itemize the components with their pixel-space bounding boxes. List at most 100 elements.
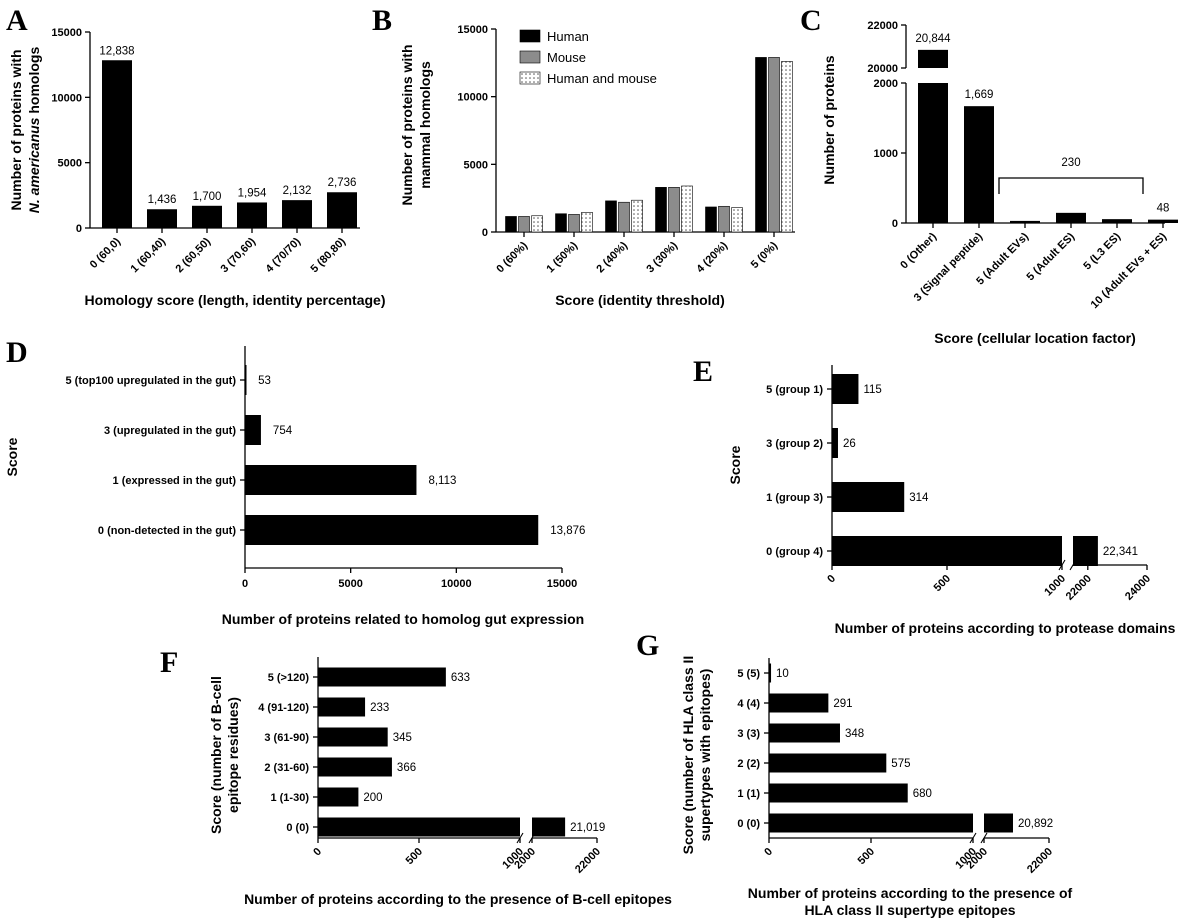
y-axis-title: N. americanus homologs [26, 47, 42, 214]
bar-human-2-40 [605, 200, 617, 233]
data-label: 8,113 [428, 475, 456, 487]
bar-human-and-mouse-5-0 [781, 61, 793, 233]
x-axis-title: Number of proteins according to protease… [835, 620, 1176, 636]
data-label: 21,019 [570, 822, 605, 834]
data-label: 22,341 [1103, 546, 1138, 558]
y-tick-label: 15000 [457, 24, 488, 36]
y-tick-label: 0 [76, 223, 82, 235]
bar-5-120 [318, 667, 446, 687]
bar-0-other-lower [918, 83, 948, 223]
y-axis-title: Number of proteins [821, 55, 837, 184]
bar-1-expressed-in-the-gut [245, 465, 417, 495]
y-tick-label: 5000 [58, 158, 82, 170]
bar-3-61-90 [318, 727, 388, 747]
bar-human-and-mouse-0-60 [531, 215, 543, 233]
bar-mouse-3-30 [668, 187, 680, 233]
data-label: 348 [845, 728, 864, 740]
x-axis-title: Score (identity threshold) [555, 292, 725, 308]
panel-letter-c: C [800, 4, 822, 37]
x-axis-title: Score (cellular location factor) [934, 330, 1136, 346]
panel-letter-b: B [372, 4, 392, 37]
bar-5-adult-evs [1010, 220, 1040, 223]
bar-4-4 [769, 693, 829, 713]
x-axis-title: HLA class II supertype epitopes [804, 902, 1015, 918]
bar-0-group-4-upper [1073, 536, 1098, 566]
x-tick-label: 22000 [573, 846, 603, 876]
bar-human-3-30 [655, 187, 667, 233]
bar-0-60-0 [102, 60, 132, 228]
bar-0-other-upper [918, 49, 948, 68]
bar-5-l3-es [1102, 219, 1132, 223]
legend-label: Human [547, 29, 589, 44]
x-tick-label: 4 (20%) [694, 239, 730, 275]
y-tick-label: 0 (group 4) [766, 546, 823, 558]
y-tick-label: 5 (top100 upregulated in the gut) [65, 375, 236, 387]
y-tick-label: 5 (5) [737, 668, 760, 680]
y-axis-title: Score (number of HLA class II [680, 656, 696, 855]
x-tick-label: 22000 [1025, 846, 1055, 876]
data-label: 366 [397, 762, 416, 774]
data-label: 2,736 [328, 177, 357, 189]
x-tick-label: 5 (0%) [749, 239, 781, 271]
data-label: 314 [909, 492, 929, 504]
x-tick-label: 0 (60,0) [88, 235, 124, 271]
x-tick-label: 0 (60%) [494, 239, 530, 275]
x-tick-label: 500 [404, 846, 425, 867]
bar-0-0-lower [318, 817, 520, 837]
y-tick-label: 2000 [874, 78, 898, 90]
data-label: 633 [451, 672, 470, 684]
y-tick-label: 0 (non-detected in the gut) [98, 525, 236, 537]
bar-5-group-1 [832, 374, 859, 404]
y-tick-label: 1 (1) [737, 788, 760, 800]
bar-5-adult-es [1056, 212, 1086, 223]
y-tick-label: 3 (upregulated in the gut) [104, 425, 236, 437]
data-label: 200 [363, 792, 382, 804]
data-label: 26 [843, 438, 856, 450]
y-tick-label: 1 (group 3) [766, 492, 823, 504]
y-tick-label: 3 (group 2) [766, 438, 823, 450]
y-tick-label: 4 (91-120) [258, 702, 309, 714]
x-tick-label: 0 [242, 578, 248, 590]
bar-mouse-4-20 [718, 205, 730, 233]
bar-1-1 [769, 783, 908, 803]
x-tick-label: 3 (30%) [644, 239, 680, 275]
bar-2-60-50 [192, 205, 222, 228]
y-tick-label: 0 [482, 227, 488, 239]
panel-letter-e: E [693, 355, 713, 388]
data-label: 754 [273, 425, 293, 437]
bar-human-and-mouse-1-50 [581, 212, 593, 233]
bar-3-3 [769, 723, 840, 743]
panel-letter-a: A [6, 4, 28, 37]
data-label: 1,700 [193, 191, 222, 203]
bar-0-0-upper [532, 817, 566, 837]
y-tick-label: 1 (expressed in the gut) [113, 475, 237, 487]
chart-d: 0 5000 10000 15000 5 (top100 upregulated in … [4, 346, 585, 627]
bar-human-and-mouse-4-20 [731, 207, 743, 233]
data-label: 10 [776, 668, 789, 680]
x-tick-label: 500 [932, 573, 953, 594]
legend-swatch-mouse [519, 50, 541, 64]
data-label: 12,838 [99, 45, 134, 57]
y-tick-label: 0 (0) [286, 822, 309, 834]
y-tick-label: 5 (>120) [268, 672, 310, 684]
x-tick-label: 1 (60,40) [129, 235, 169, 275]
x-tick-label: 3 (70,60) [219, 235, 259, 275]
y-tick-label: 10000 [457, 92, 488, 104]
x-tick-label: 0 [762, 846, 775, 859]
x-tick-label: 15000 [547, 578, 578, 590]
x-tick-label: 0 (Other) [898, 230, 939, 271]
y-tick-label: 20000 [867, 63, 898, 75]
x-tick-label: 5 (L3 ES) [1081, 230, 1123, 272]
bar-human-and-mouse-2-40 [631, 199, 643, 233]
y-axis-title: Score [4, 437, 20, 476]
bar-0-0-lower [769, 813, 973, 833]
data-label: 20,892 [1018, 818, 1053, 830]
data-label: 680 [913, 788, 932, 800]
data-label: 53 [258, 375, 271, 387]
legend-swatch-human-and-mouse [519, 71, 541, 85]
y-tick-label: 3 (3) [737, 728, 760, 740]
bar-4-70-70 [282, 200, 312, 228]
